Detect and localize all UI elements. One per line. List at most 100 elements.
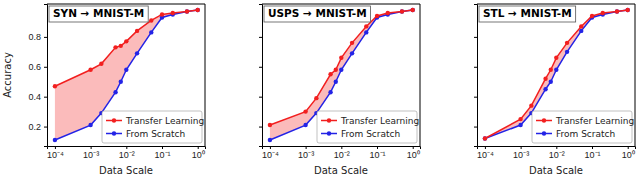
point bbox=[119, 80, 123, 84]
x-axis: 10⁻⁴10⁻³10⁻²10⁻¹10⁰ bbox=[262, 146, 421, 160]
x-tick-label: 10⁻⁴ bbox=[47, 150, 64, 160]
x-tick-label: 10⁻⁴ bbox=[262, 150, 279, 160]
y-tick-mark bbox=[44, 97, 47, 98]
point bbox=[113, 45, 117, 49]
frame bbox=[477, 4, 635, 5]
point bbox=[375, 14, 379, 18]
point bbox=[626, 8, 630, 12]
point bbox=[590, 14, 594, 18]
legend-marker bbox=[112, 118, 116, 122]
y-axis-line bbox=[44, 5, 48, 147]
point bbox=[565, 50, 569, 54]
point bbox=[334, 68, 338, 72]
figure: 10⁻⁴10⁻³10⁻²10⁻¹10⁰0.20.40.60.8SYN → MNI… bbox=[0, 0, 640, 178]
y-tick-label: 0.2 bbox=[28, 122, 41, 132]
point bbox=[554, 56, 558, 60]
y-axis bbox=[474, 5, 478, 147]
y-tick-mark bbox=[259, 97, 262, 98]
x-tick: 10⁻¹ bbox=[155, 146, 171, 160]
point bbox=[549, 68, 553, 72]
point bbox=[400, 9, 404, 13]
y-tick: 0.6 bbox=[28, 62, 47, 72]
y-tick-mark bbox=[474, 37, 477, 38]
y-tick-mark bbox=[259, 67, 262, 68]
legend: Transfer Learning From Scratch bbox=[317, 111, 419, 143]
y-tick-mark bbox=[259, 127, 262, 128]
x-tick-label: 10⁻³ bbox=[83, 150, 99, 160]
point bbox=[339, 68, 343, 72]
point bbox=[554, 68, 558, 72]
point bbox=[53, 84, 57, 88]
x-tick-mark bbox=[485, 146, 486, 149]
x-tick-label: 10⁻³ bbox=[513, 150, 529, 160]
y-tick-mark bbox=[474, 127, 477, 128]
x-tick: 10⁻⁴ bbox=[262, 146, 279, 160]
x-tick: 10⁻² bbox=[334, 146, 350, 160]
point bbox=[303, 123, 307, 127]
x-tick-mark bbox=[55, 146, 56, 149]
point bbox=[518, 123, 522, 127]
point bbox=[328, 72, 332, 76]
point bbox=[160, 12, 164, 16]
point bbox=[303, 109, 307, 113]
x-axis-line bbox=[263, 147, 421, 150]
x-tick: 10⁻² bbox=[549, 146, 565, 160]
point bbox=[565, 41, 569, 45]
x-tick-mark bbox=[521, 146, 522, 149]
x-tick-label: 10⁰ bbox=[192, 150, 205, 160]
x-axis-line bbox=[478, 147, 636, 150]
point bbox=[626, 8, 630, 12]
x-tick-mark bbox=[198, 146, 199, 149]
x-tick-mark bbox=[306, 146, 307, 149]
legend-marker bbox=[542, 118, 546, 122]
legend-label: From Scratch bbox=[556, 129, 615, 139]
point bbox=[364, 24, 368, 28]
legend-marker bbox=[327, 131, 331, 135]
x-tick-label: 10⁰ bbox=[622, 150, 635, 160]
point bbox=[386, 11, 390, 15]
point bbox=[579, 24, 583, 28]
legend-label: From Scratch bbox=[126, 129, 185, 139]
point bbox=[350, 41, 354, 45]
point bbox=[411, 8, 415, 12]
point bbox=[411, 8, 415, 12]
y-tick bbox=[259, 67, 262, 68]
x-tick-mark bbox=[270, 146, 271, 149]
point bbox=[328, 90, 332, 94]
x-tick-label: 10⁰ bbox=[407, 150, 420, 160]
legend-label: Transfer Learning bbox=[340, 116, 419, 126]
y-tick-mark bbox=[474, 67, 477, 68]
point bbox=[350, 51, 354, 55]
point bbox=[135, 29, 139, 33]
panel: 10⁻⁴10⁻³10⁻²10⁻¹10⁰USPS → MNIST-MTransfe… bbox=[259, 4, 421, 160]
x-tick-mark bbox=[126, 146, 127, 149]
y-tick-label: 0.6 bbox=[28, 62, 41, 72]
x-tick-label: 10⁻² bbox=[334, 150, 350, 160]
x-tick-label: 10⁻¹ bbox=[370, 150, 386, 160]
point bbox=[185, 9, 189, 13]
point bbox=[518, 117, 522, 121]
x-tick: 10⁻¹ bbox=[370, 146, 386, 160]
legend-label: Transfer Learning bbox=[125, 116, 204, 126]
x-tick: 10⁻⁴ bbox=[477, 146, 494, 160]
title: USPS → MNIST-M bbox=[268, 7, 367, 19]
point bbox=[124, 39, 128, 43]
x-axis-line bbox=[48, 147, 206, 150]
legend: Transfer Learning From Scratch bbox=[102, 111, 204, 143]
point bbox=[135, 51, 139, 55]
y-tick: 0.4 bbox=[28, 92, 47, 102]
y-tick bbox=[259, 37, 262, 38]
y-axis-line bbox=[474, 5, 478, 147]
title-box: USPS → MNIST-M bbox=[264, 6, 371, 22]
title-frame bbox=[49, 6, 148, 22]
legend-label: From Scratch bbox=[341, 129, 400, 139]
point bbox=[88, 68, 92, 72]
title: SYN → MNIST-M bbox=[53, 7, 144, 19]
x-axis-title: Data Scale bbox=[99, 165, 153, 176]
point bbox=[543, 87, 547, 91]
x-tick: 10⁰ bbox=[407, 146, 420, 160]
x-axis: 10⁻⁴10⁻³10⁻²10⁻¹10⁰ bbox=[47, 146, 206, 160]
legend-marker bbox=[112, 131, 116, 135]
title-box: SYN → MNIST-M bbox=[49, 6, 148, 22]
point bbox=[543, 77, 547, 81]
